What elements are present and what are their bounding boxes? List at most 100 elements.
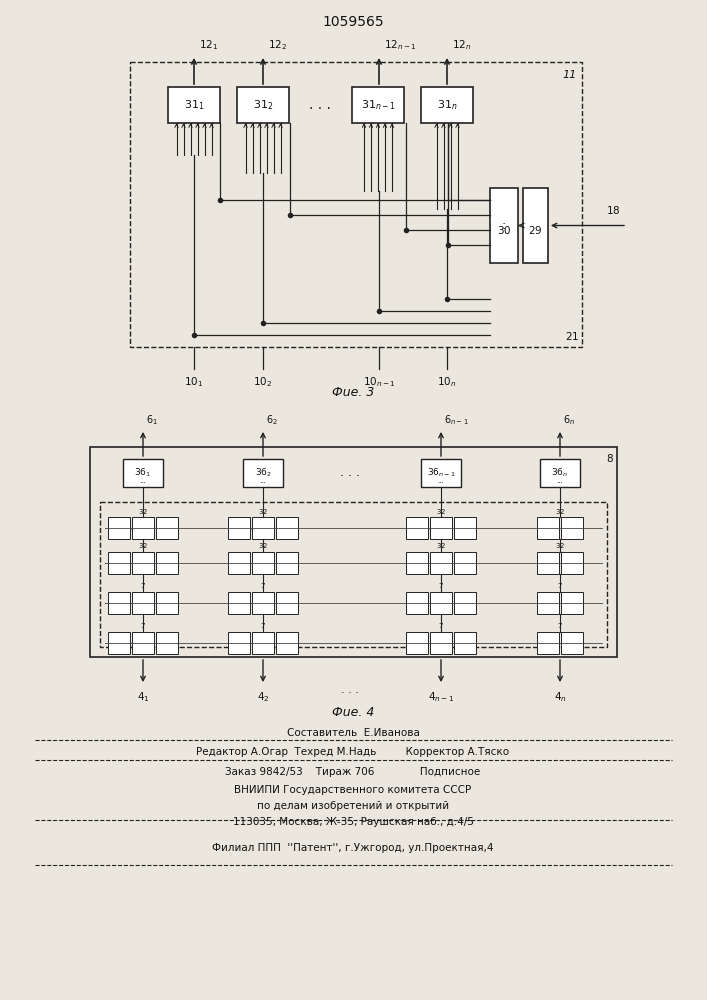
Text: $12_n$: $12_n$ (452, 38, 472, 52)
Bar (252, 632, 274, 654)
Text: $32$: $32$ (436, 506, 446, 516)
Bar (132, 517, 154, 539)
Bar (276, 552, 298, 574)
Text: $31_2$: $31_2$ (253, 98, 273, 112)
Text: $21$: $21$ (565, 330, 579, 342)
Text: $6_2$: $6_2$ (266, 413, 278, 427)
Bar (252, 592, 274, 614)
Bar (228, 517, 250, 539)
Bar (276, 632, 298, 654)
Text: $36_{n-1}$: $36_{n-1}$ (426, 467, 455, 479)
Text: $7$: $7$ (260, 621, 266, 631)
Text: ..: .. (250, 526, 254, 530)
Text: $10_2$: $10_2$ (253, 375, 273, 389)
Bar (237, 87, 289, 123)
Bar (132, 552, 154, 574)
Bar (156, 517, 178, 539)
Bar (537, 552, 559, 574)
Bar (540, 459, 580, 487)
Bar (490, 188, 518, 263)
Text: $6_1$: $6_1$ (146, 413, 158, 427)
Bar (561, 632, 583, 654)
Bar (523, 188, 548, 263)
Text: $4_2$: $4_2$ (257, 690, 269, 704)
Text: Филиал ППП  ''Патент'', г.Ужгород, ул.Проектная,4: Филиал ППП ''Патент'', г.Ужгород, ул.Про… (212, 843, 493, 853)
Text: $7$: $7$ (140, 621, 146, 631)
Bar (252, 517, 274, 539)
Text: 1059565: 1059565 (322, 15, 384, 29)
Bar (108, 552, 130, 574)
Bar (108, 517, 130, 539)
Text: $4_1$: $4_1$ (136, 690, 149, 704)
Bar (108, 592, 130, 614)
Bar (156, 552, 178, 574)
Bar (421, 87, 473, 123)
Text: $4_n$: $4_n$ (554, 690, 566, 704)
Text: $32$: $32$ (258, 506, 268, 516)
Bar (108, 632, 130, 654)
Bar (252, 552, 274, 574)
Text: $36_1$: $36_1$ (134, 467, 151, 479)
Bar (168, 87, 220, 123)
Text: ..: .. (428, 600, 432, 605)
Text: $29$: $29$ (528, 225, 543, 236)
Bar (454, 592, 476, 614)
Text: $4_{n-1}$: $4_{n-1}$ (428, 690, 454, 704)
Bar (537, 517, 559, 539)
Text: Составитель  Е.Иванова: Составитель Е.Иванова (286, 728, 419, 738)
Bar (430, 632, 452, 654)
Text: $12_2$: $12_2$ (268, 38, 287, 52)
Text: 11: 11 (563, 70, 577, 80)
Text: $7$: $7$ (438, 582, 444, 590)
Text: ...: ... (438, 478, 445, 484)
Text: ВНИИПИ Государственного комитета СССР: ВНИИПИ Государственного комитета СССР (235, 785, 472, 795)
Bar (454, 552, 476, 574)
Text: $32$: $32$ (138, 506, 148, 516)
Text: :: : (502, 219, 506, 232)
Text: ..: .. (428, 526, 432, 530)
Bar (454, 517, 476, 539)
Text: 113035, Москва, Ж-35, Раушская наб., д.4/5: 113035, Москва, Ж-35, Раушская наб., д.4… (233, 817, 474, 827)
Text: ..: .. (250, 560, 254, 566)
Text: $10_{n-1}$: $10_{n-1}$ (363, 375, 395, 389)
Bar (123, 459, 163, 487)
Text: ..: .. (428, 560, 432, 566)
Text: $31_{n-1}$: $31_{n-1}$ (361, 98, 395, 112)
Text: $31_1$: $31_1$ (184, 98, 204, 112)
Bar (430, 592, 452, 614)
Text: $12_1$: $12_1$ (199, 38, 218, 52)
Text: ..: .. (250, 641, 254, 646)
Text: $7$: $7$ (140, 582, 146, 590)
Text: $36_n$: $36_n$ (551, 467, 568, 479)
Bar (130, 62, 582, 347)
Text: $30$: $30$ (497, 225, 511, 236)
Text: Редактор А.Огар  Техред М.Надь         Корректор А.Тяско: Редактор А.Огар Техред М.Надь Корректор … (197, 747, 510, 757)
Bar (406, 592, 428, 614)
Text: Фuе. 3: Фuе. 3 (332, 385, 374, 398)
Text: $10_1$: $10_1$ (185, 375, 204, 389)
Bar (228, 632, 250, 654)
Text: $32$: $32$ (258, 542, 268, 550)
Bar (228, 592, 250, 614)
Bar (430, 552, 452, 574)
Bar (352, 87, 404, 123)
Text: ..: .. (428, 641, 432, 646)
Bar (228, 552, 250, 574)
Bar (561, 552, 583, 574)
Bar (90, 447, 617, 657)
Bar (276, 517, 298, 539)
Bar (100, 502, 607, 647)
Text: $6_{n-1}$: $6_{n-1}$ (444, 413, 469, 427)
Bar (156, 632, 178, 654)
Bar (406, 517, 428, 539)
Bar (406, 632, 428, 654)
Text: $7$: $7$ (438, 621, 444, 631)
Text: $8$: $8$ (606, 452, 614, 464)
Text: $32$: $32$ (555, 506, 565, 516)
Text: ...: ... (139, 478, 146, 484)
Bar (156, 592, 178, 614)
Text: $36_2$: $36_2$ (255, 467, 271, 479)
Bar (430, 517, 452, 539)
Text: ...: ... (259, 478, 267, 484)
Text: ..: .. (130, 560, 134, 566)
